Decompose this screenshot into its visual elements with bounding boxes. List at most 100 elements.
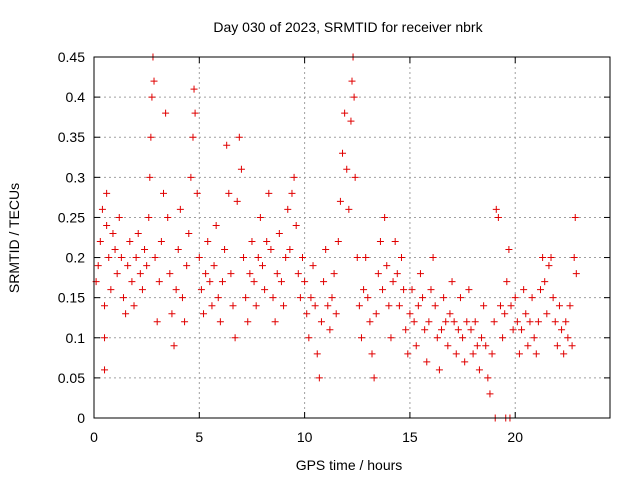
data-point xyxy=(480,302,488,310)
data-point xyxy=(237,165,245,173)
data-point xyxy=(366,318,374,326)
data-point xyxy=(414,302,422,310)
data-point xyxy=(431,302,439,310)
data-point xyxy=(111,246,119,254)
data-point xyxy=(558,326,566,334)
data-point xyxy=(103,189,111,197)
data-point xyxy=(332,310,340,318)
data-point xyxy=(364,294,372,302)
plot-frame xyxy=(93,56,611,419)
data-point xyxy=(518,326,526,334)
data-point xyxy=(261,286,269,294)
data-point xyxy=(309,262,317,270)
x-tick-label: 0 xyxy=(90,429,98,445)
data-point xyxy=(313,350,321,358)
data-point xyxy=(520,286,528,294)
data-point xyxy=(187,173,195,181)
data-point xyxy=(176,205,184,213)
data-point xyxy=(160,189,168,197)
data-point xyxy=(465,286,473,294)
data-point xyxy=(269,294,277,302)
data-point xyxy=(326,326,334,334)
data-point xyxy=(530,334,538,342)
data-point xyxy=(438,326,446,334)
data-point xyxy=(138,286,146,294)
data-point xyxy=(450,318,458,326)
data-point xyxy=(482,342,490,350)
data-point xyxy=(148,93,156,101)
y-tick-label: 0 xyxy=(77,410,85,426)
data-point xyxy=(440,294,448,302)
data-point xyxy=(427,286,435,294)
data-point xyxy=(317,318,325,326)
data-point xyxy=(105,254,113,262)
x-tick-label: 10 xyxy=(297,429,313,445)
data-point xyxy=(492,205,500,213)
data-point xyxy=(549,294,557,302)
data-point xyxy=(566,302,574,310)
data-point xyxy=(393,270,401,278)
data-point xyxy=(433,334,441,342)
data-point xyxy=(351,173,359,181)
data-point xyxy=(311,302,319,310)
chart-title: Day 030 of 2023, SRMTID for receiver nbr… xyxy=(213,19,483,35)
data-point xyxy=(147,133,155,141)
data-point xyxy=(370,374,378,382)
data-point xyxy=(109,229,117,237)
data-point xyxy=(107,286,115,294)
data-point xyxy=(341,109,349,117)
data-point xyxy=(191,109,199,117)
data-point xyxy=(362,254,370,262)
data-point xyxy=(328,294,336,302)
data-point xyxy=(374,270,382,278)
data-point xyxy=(206,278,214,286)
data-point xyxy=(162,109,170,117)
data-point xyxy=(267,246,275,254)
data-point xyxy=(368,350,376,358)
data-point xyxy=(256,213,264,221)
data-point xyxy=(360,286,368,294)
data-point xyxy=(400,286,408,294)
data-point xyxy=(357,334,365,342)
data-point xyxy=(265,189,273,197)
data-point xyxy=(324,302,332,310)
data-point xyxy=(376,238,384,246)
data-point xyxy=(233,197,241,205)
data-point xyxy=(446,310,454,318)
data-point xyxy=(488,350,496,358)
data-point xyxy=(402,326,410,334)
data-point xyxy=(150,77,158,85)
data-point xyxy=(122,310,130,318)
data-point xyxy=(103,221,111,229)
data-point xyxy=(459,334,467,342)
data-point xyxy=(490,318,498,326)
data-point xyxy=(350,93,358,101)
data-point xyxy=(397,254,405,262)
data-point xyxy=(541,278,549,286)
data-point xyxy=(429,254,437,262)
data-point xyxy=(284,205,292,213)
data-point xyxy=(478,334,486,342)
data-point xyxy=(98,205,106,213)
data-point xyxy=(119,294,127,302)
data-point xyxy=(406,310,414,318)
data-point xyxy=(419,294,427,302)
data-point xyxy=(212,221,220,229)
data-point xyxy=(101,302,109,310)
data-point xyxy=(136,270,144,278)
data-point xyxy=(190,85,198,93)
data-point xyxy=(347,117,355,125)
data-point xyxy=(515,350,523,358)
data-point xyxy=(408,286,416,294)
data-point xyxy=(348,77,356,85)
x-axis-label: GPS time / hours xyxy=(296,457,403,473)
data-point xyxy=(151,254,159,262)
data-point xyxy=(532,350,540,358)
data-point xyxy=(273,270,281,278)
data-point xyxy=(534,318,542,326)
x-axis: 0 5 10 15 20 xyxy=(90,57,523,445)
data-point xyxy=(242,294,250,302)
data-point xyxy=(307,294,315,302)
data-point xyxy=(218,278,226,286)
data-point xyxy=(134,229,142,237)
